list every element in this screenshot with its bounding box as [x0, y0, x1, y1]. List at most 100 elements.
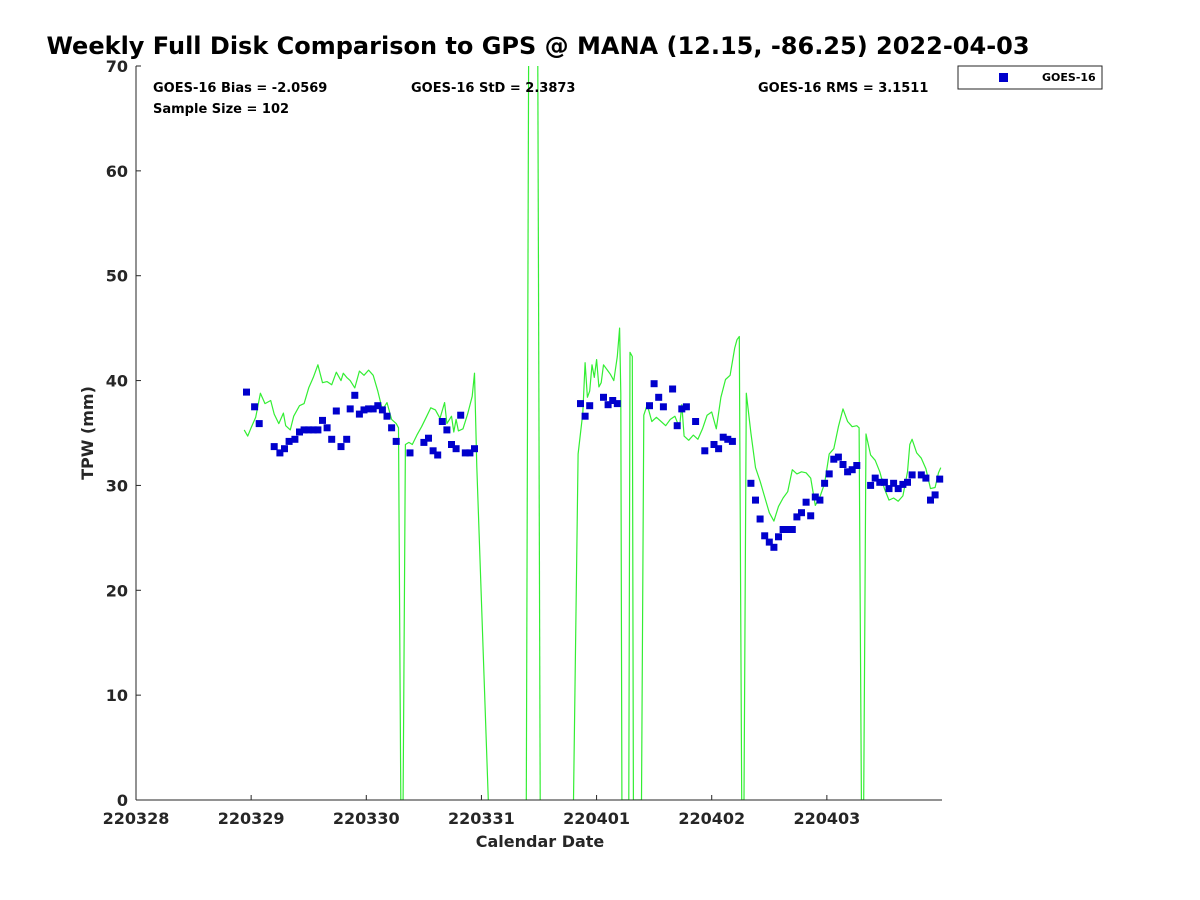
goes16-point	[798, 509, 805, 517]
goes16-point	[346, 405, 354, 413]
x-axis-ticks: 220328 220329 220330 220331 220401 220402 2204…	[103, 795, 860, 828]
goes16-point	[613, 400, 621, 408]
goes16-point	[355, 410, 363, 418]
goes16-point	[807, 512, 815, 520]
goes16-point	[300, 426, 308, 434]
legend-label: GOES-16	[1042, 71, 1096, 84]
goes16-point	[466, 449, 474, 457]
goes16-point	[406, 449, 414, 457]
goes16-point	[885, 485, 893, 493]
goes16-point	[908, 471, 916, 479]
goes16-point	[756, 515, 764, 523]
goes16-point	[600, 393, 607, 401]
goes16-point	[276, 449, 284, 457]
x-tick-label: 220401	[563, 809, 630, 828]
goes16-point	[332, 407, 340, 415]
stat-bias: GOES-16 Bias = -2.0569	[153, 81, 327, 96]
goes16-point	[678, 405, 686, 413]
goes16-point	[816, 496, 824, 504]
goes16-point	[351, 391, 359, 399]
goes16-point	[904, 478, 911, 486]
goes16-point	[457, 411, 465, 419]
goes16-point	[443, 426, 451, 434]
goes16-point	[682, 403, 690, 411]
goes16-point	[821, 479, 829, 487]
goes16-point	[291, 435, 299, 443]
goes16-point	[876, 478, 884, 486]
y-tick-label: 20	[106, 581, 128, 600]
y-axis-ticks: 0 10 20 30 40 50 60 70	[106, 57, 141, 810]
goes16-point	[710, 441, 718, 448]
goes16-point	[844, 468, 852, 476]
gps-line-segment	[243, 364, 489, 800]
goes16-point	[420, 438, 428, 446]
goes16-point	[369, 405, 377, 413]
goes16-point	[715, 445, 723, 453]
y-tick-label: 70	[106, 57, 128, 76]
goes16-point	[343, 435, 351, 443]
y-tick-label: 40	[106, 372, 128, 391]
goes16-point	[761, 532, 769, 540]
y-tick-label: 0	[117, 791, 128, 810]
x-tick-label: 220328	[103, 809, 170, 828]
goes16-point	[270, 443, 278, 451]
goes16-point	[825, 470, 833, 478]
legend-marker-icon	[999, 73, 1008, 82]
goes16-point	[848, 466, 856, 474]
goes16-point	[802, 498, 810, 506]
goes16-point	[471, 445, 478, 453]
goes16-point	[770, 543, 778, 551]
goes16-point	[374, 402, 382, 410]
x-tick-label: 220331	[448, 809, 515, 828]
y-tick-label: 10	[106, 686, 128, 705]
goes16-point	[650, 380, 658, 388]
legend: GOES-16	[957, 65, 1103, 90]
x-axis-label: Calendar Date	[476, 832, 605, 851]
goes16-point	[243, 388, 250, 396]
goes16-point	[319, 416, 326, 424]
goes16-point	[669, 385, 677, 393]
goes16-point	[752, 496, 759, 504]
goes16-point	[646, 402, 653, 410]
goes16-point	[834, 453, 842, 461]
goes16-point	[673, 422, 681, 430]
goes16-point	[604, 401, 612, 409]
goes16-point	[314, 426, 322, 434]
goes16-point	[323, 424, 331, 432]
gps-line-segment	[572, 327, 942, 800]
goes16-series	[243, 380, 944, 551]
goes16-point	[365, 405, 373, 413]
goes16-point	[255, 420, 263, 428]
goes16-point	[328, 435, 336, 443]
goes16-point	[448, 441, 455, 448]
goes16-point	[788, 526, 796, 533]
goes16-point	[899, 480, 907, 488]
goes16-point	[728, 437, 736, 445]
goes16-point	[378, 406, 386, 414]
chart-title: Weekly Full Disk Comparison to GPS @ MAN…	[46, 32, 1029, 60]
goes16-point	[784, 526, 792, 533]
x-tick-label: 220330	[333, 809, 400, 828]
y-tick-label: 60	[106, 162, 128, 181]
goes16-point	[305, 426, 313, 434]
goes16-point	[839, 461, 847, 468]
goes16-point	[775, 533, 782, 541]
gps-line-segment	[537, 66, 541, 800]
goes16-point	[659, 403, 667, 411]
goes16-point	[779, 526, 787, 533]
goes16-point	[251, 403, 259, 411]
goes16-point	[360, 406, 368, 414]
x-tick-label: 220402	[678, 809, 745, 828]
goes16-point	[309, 426, 317, 434]
goes16-point	[577, 400, 584, 408]
goes16-point	[811, 493, 819, 501]
goes16-point	[655, 393, 663, 401]
goes16-point	[890, 479, 898, 487]
goes16-point	[936, 475, 944, 483]
goes16-point	[383, 412, 391, 420]
goes16-point	[461, 449, 469, 457]
goes16-point	[434, 451, 442, 459]
goes16-point	[586, 402, 594, 410]
legend-box	[957, 65, 1103, 90]
